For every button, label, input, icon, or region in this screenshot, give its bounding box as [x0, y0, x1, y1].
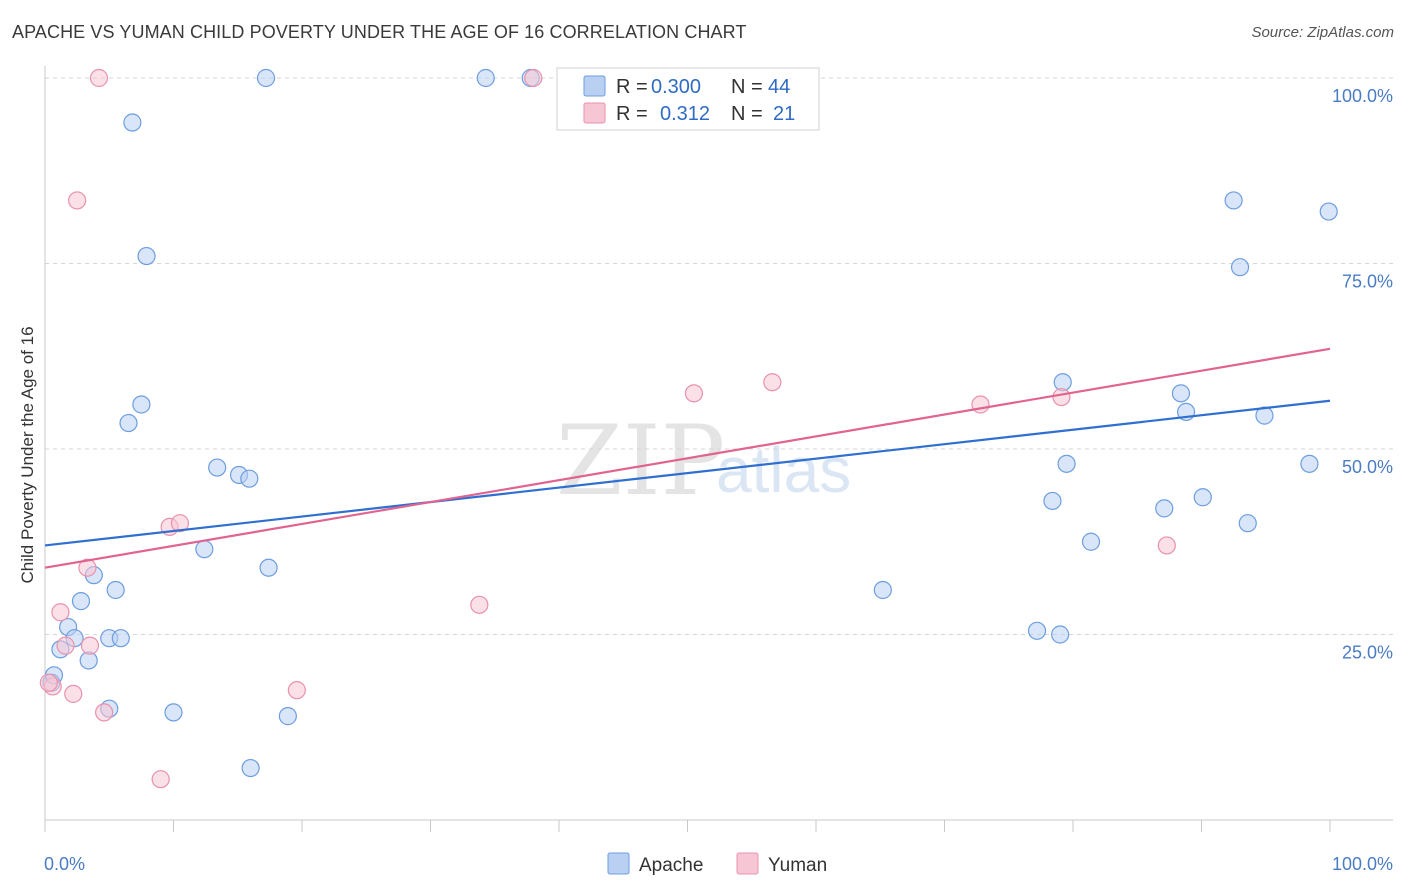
apache-point [1319, 202, 1338, 221]
y-tick-label: 50.0% [1342, 457, 1393, 477]
legend-apache-swatch [583, 75, 606, 97]
apache-point [1193, 488, 1212, 507]
bottom-legend-apache-label: Apache [639, 855, 703, 876]
yuman-point [470, 595, 489, 614]
apache-point [1300, 454, 1319, 473]
yuman-point [287, 681, 306, 700]
yuman-point [1052, 387, 1071, 407]
yuman-point [68, 191, 87, 210]
legend-yuman-n-value: 21 [773, 103, 795, 125]
legend-box: R = 0.300 N = 44 R = 0.312 N = 21 [556, 67, 820, 131]
yuman-point [170, 514, 190, 533]
legend-yuman-r-value: 0.312 [660, 103, 710, 125]
legend-apache-n-value: 44 [768, 76, 790, 98]
yuman-point [684, 384, 704, 403]
apache-point [1051, 625, 1070, 644]
legend-yuman-swatch [583, 102, 606, 124]
yuman-point [78, 558, 97, 577]
watermark-zip: ZIP [556, 405, 725, 517]
yuman-point [1157, 536, 1176, 555]
x-tick-label-max: 100.0% [1332, 854, 1393, 874]
legend-apache-n-label: N = [731, 76, 763, 98]
bottom-legend-yuman-label: Yuman [768, 855, 827, 876]
yuman-point [89, 68, 109, 88]
gridlines: 25.0% 50.0% 75.0% 100.0% [45, 77, 1393, 663]
yuman-point [39, 673, 58, 692]
apache-point [164, 703, 183, 722]
apache-point [873, 580, 892, 600]
yuman-point [51, 603, 70, 622]
apache-point [119, 413, 138, 433]
y-axis-title: Child Poverty Under the Age of 16 [18, 326, 37, 583]
apache-point [240, 469, 259, 488]
y-tick-label: 25.0% [1342, 643, 1393, 663]
yuman-point [80, 636, 100, 655]
apache-point [132, 395, 151, 414]
yuman-trend-line [44, 347, 1331, 569]
legend-yuman-n-label: N = [731, 103, 763, 125]
chart-title: APACHE VS YUMAN CHILD POVERTY UNDER THE … [12, 22, 747, 42]
trend-lines [44, 347, 1331, 569]
apache-point [111, 629, 130, 648]
apache-point [195, 540, 214, 559]
apache-point [1238, 514, 1257, 533]
legend-apache-r-label: R = [616, 76, 648, 98]
axes: 0.0% 100.0% [44, 66, 1393, 874]
legend-apache-r-value: 0.300 [651, 76, 701, 98]
source-credit: Source: ZipAtlas.com [1251, 24, 1394, 41]
apache-point [1043, 491, 1062, 511]
yuman-point [64, 684, 83, 703]
watermark: ZIP atlas [556, 405, 851, 517]
apache-point [241, 758, 260, 778]
apache-point [1155, 499, 1174, 518]
apache-point [71, 592, 91, 611]
apache-point [106, 580, 125, 600]
apache-point [1027, 621, 1047, 640]
apache-point [1230, 258, 1250, 277]
legend-yuman-r-label: R = [616, 103, 648, 125]
bottom-legend-apache-swatch [607, 852, 630, 875]
y-tick-label: 75.0% [1342, 272, 1393, 292]
apache-point [1057, 454, 1076, 473]
apache-point [1171, 384, 1191, 403]
yuman-point [524, 68, 543, 88]
apache-point [208, 458, 227, 477]
apache-point [256, 68, 276, 88]
watermark-atlas: atlas [716, 434, 851, 506]
yuman-point [763, 373, 782, 392]
y-tick-label: 100.0% [1332, 86, 1393, 106]
bottom-legend: Apache Yuman [607, 852, 827, 876]
yuman-point [56, 636, 75, 655]
apache-point [123, 113, 142, 132]
apache-point [278, 707, 297, 726]
apache-point [259, 558, 278, 577]
apache-point [476, 68, 495, 88]
data-points [39, 68, 1338, 789]
yuman-point [151, 770, 170, 789]
bottom-legend-yuman-swatch [736, 852, 759, 875]
apache-point [137, 246, 156, 266]
apache-point [1224, 191, 1243, 210]
apache-trend-line [44, 399, 1331, 547]
yuman-point [95, 703, 114, 722]
apache-point [1081, 532, 1101, 551]
x-tick-label-min: 0.0% [44, 854, 85, 874]
